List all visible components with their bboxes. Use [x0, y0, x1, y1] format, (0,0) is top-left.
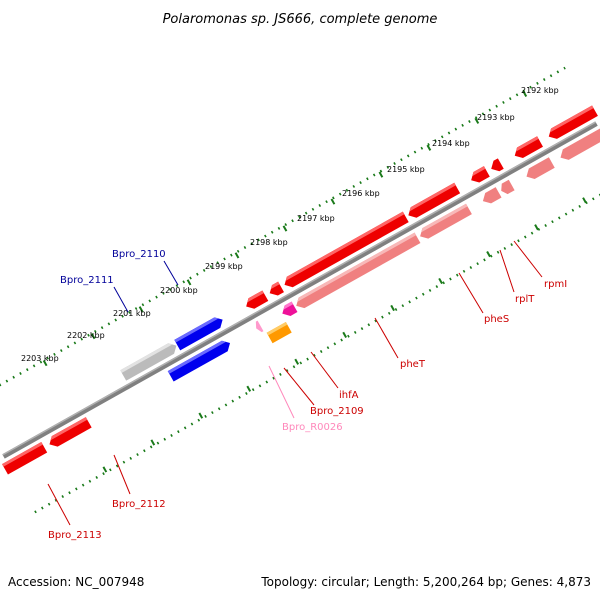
- gene-rpmi[interactable]: [498, 179, 515, 196]
- gene-ihfa[interactable]: [279, 301, 298, 319]
- gene-bpro-2109-upper[interactable]: [243, 290, 269, 311]
- tick-label-2196: 2196 kbp: [342, 189, 380, 198]
- label-phes[interactable]: pheS: [484, 314, 509, 325]
- tick-label-2193: 2193 kbp: [477, 113, 515, 122]
- gene-phes-upper[interactable]: [405, 182, 461, 221]
- tick-label-2203: 2203 kbp: [21, 354, 59, 363]
- label-phet[interactable]: pheT: [400, 359, 426, 370]
- label-bpro-2112[interactable]: Bpro_2112: [112, 499, 166, 510]
- tick-label-2194: 2194 kbp: [432, 139, 470, 148]
- gene-extra-upper-2[interactable]: [546, 105, 598, 141]
- gene-ihfa-upper[interactable]: [267, 281, 284, 299]
- gene-rplt[interactable]: [480, 187, 502, 206]
- tick-label-2202: 2202 kbp: [67, 331, 105, 340]
- gene-extra-upper-1[interactable]: [512, 136, 543, 161]
- inner-tick-ruler: [34, 178, 600, 514]
- gene-bpro-2112[interactable]: [47, 417, 92, 449]
- gene-bpro-2110-lower[interactable]: [167, 338, 233, 382]
- gene-bpro-2109[interactable]: [266, 322, 292, 344]
- gene-phes[interactable]: [417, 203, 472, 242]
- tick-label-2199: 2199 kbp: [205, 262, 243, 271]
- topology-text: Topology: circular; Length: 5,200,264 bp…: [260, 575, 591, 589]
- label-bpro-2111[interactable]: Bpro_2111: [60, 275, 114, 286]
- scale-labels: 2192 kbp 2193 kbp 2194 kbp 2195 kbp 2196…: [21, 86, 559, 363]
- gene-bpro-2110[interactable]: [174, 314, 225, 351]
- tick-label-2192: 2192 kbp: [521, 86, 559, 95]
- outer-major-ticks: [42, 90, 528, 367]
- tick-label-2195: 2195 kbp: [387, 165, 425, 174]
- gene-labels: Bpro_2110 Bpro_2111 Bpro_2112 Bpro_2113 …: [48, 249, 567, 541]
- label-bpro-r0026[interactable]: Bpro_R0026: [282, 422, 343, 433]
- accession-text: Accession: NC_007948: [8, 575, 144, 589]
- label-bpro-2110[interactable]: Bpro_2110: [112, 249, 166, 260]
- label-leaders: [47, 240, 543, 526]
- tick-label-2198: 2198 kbp: [250, 238, 288, 247]
- genome-backbone: [2, 121, 598, 459]
- gene-bpro-2113[interactable]: [2, 442, 48, 475]
- map-title: Polaromonas sp. JS666, complete genome: [163, 12, 438, 27]
- label-bpro-2113[interactable]: Bpro_2113: [48, 530, 102, 541]
- gene-phet-upper[interactable]: [282, 211, 409, 290]
- gene-bpro-2111[interactable]: [120, 340, 179, 381]
- inner-major-ticks: [102, 197, 587, 473]
- label-rpmi[interactable]: rpmI: [544, 279, 567, 290]
- label-ihfa[interactable]: ihfA: [339, 390, 359, 401]
- gene-extra-lower-2[interactable]: [558, 126, 600, 162]
- tick-label-2201: 2201 kbp: [113, 309, 151, 318]
- gene-rpmi-upper[interactable]: [488, 158, 504, 174]
- gene-phet[interactable]: [293, 232, 421, 311]
- gene-bpro-r0026[interactable]: [253, 320, 264, 334]
- gene-rplt-upper[interactable]: [468, 166, 490, 185]
- label-bpro-2109[interactable]: Bpro_2109: [310, 406, 364, 417]
- label-rplt[interactable]: rplT: [515, 294, 535, 305]
- genome-track: [0, 66, 600, 514]
- gene-extra-lower-1[interactable]: [524, 157, 555, 182]
- tick-label-2200: 2200 kbp: [160, 286, 198, 295]
- tick-label-2197: 2197 kbp: [297, 214, 335, 223]
